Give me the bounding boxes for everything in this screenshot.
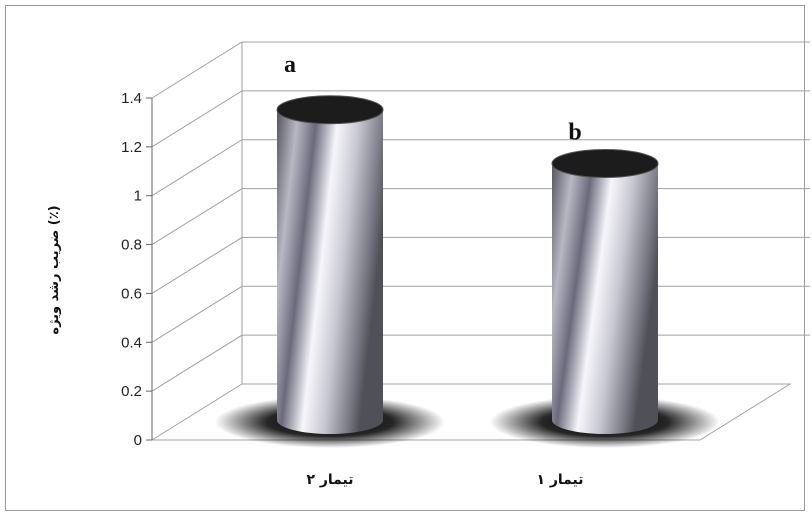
x-tick-label: تیمار ۲ (306, 472, 353, 488)
x-tick-label: تیمار ۱ (536, 472, 583, 488)
y-tick-label: 0.2 (121, 383, 142, 400)
y-tick-label: 1.4 (121, 90, 142, 107)
y-axis: 0 0.2 0.4 0.6 0.8 1 1.2 1.4 (121, 90, 153, 449)
bar: a (215, 52, 445, 448)
bar-annotation: b (568, 120, 581, 146)
y-axis-label: ضریب رشد ویژه (٪) (47, 205, 62, 334)
gridline (151, 334, 810, 392)
gridline (151, 41, 810, 99)
bar-top (276, 95, 384, 125)
x-axis: تیمار ۲ تیمار ۱ (306, 472, 583, 488)
y-tick-label: 1 (134, 188, 142, 205)
bar-top (551, 149, 659, 178)
plot-floor (150, 383, 792, 441)
y-tick-label: 0 (134, 432, 142, 449)
y-tick-label: 0.8 (121, 237, 142, 254)
y-tick-label: 1.2 (121, 139, 142, 156)
y-tick-label: 0.6 (121, 285, 142, 302)
y-tick-label: 0.4 (121, 334, 142, 351)
bar-annotation: a (284, 52, 296, 78)
gridline (151, 285, 810, 343)
gridline (151, 139, 810, 197)
bar: b (490, 120, 720, 448)
bars: ab (215, 52, 720, 448)
gridline (151, 188, 810, 245)
gridline (151, 90, 810, 148)
plot-walls (150, 42, 792, 441)
gridlines (151, 41, 810, 392)
bar-body (552, 163, 658, 434)
gridline (151, 236, 810, 294)
bar-body (277, 109, 383, 434)
